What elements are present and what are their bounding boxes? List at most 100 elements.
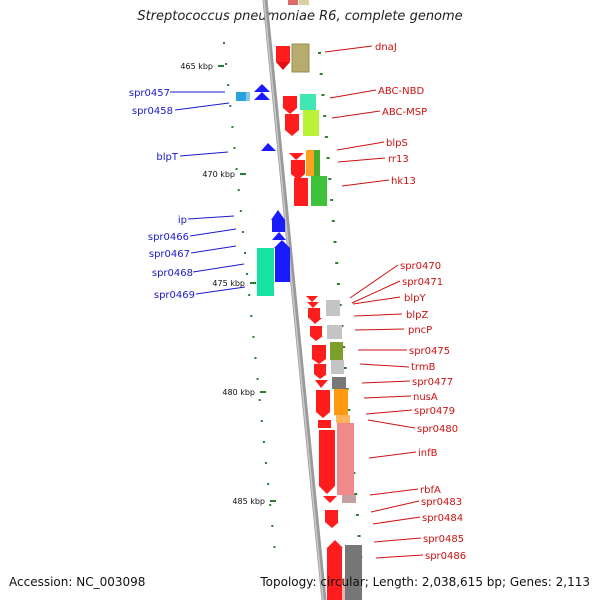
- ruler-dot: [254, 357, 257, 359]
- scale-dash: [240, 173, 246, 175]
- gene-dnaj: [291, 43, 310, 73]
- right-gene-label: spr0480: [417, 424, 458, 435]
- gene-top-partial: [288, 0, 298, 5]
- ruler-dot: [223, 42, 225, 44]
- gene-red-4-arrow: [291, 174, 305, 180]
- gene-red-10: [318, 420, 331, 428]
- scale-label: 480 kbp: [222, 388, 255, 397]
- ruler-dot: [357, 535, 361, 537]
- ruler-dot: [252, 336, 255, 338]
- map-title: Streptococcus pneumoniae R6, complete ge…: [137, 9, 463, 24]
- scale-dash: [260, 391, 266, 393]
- right-gene-label: spr0475: [409, 346, 450, 357]
- ruler-dot: [328, 178, 332, 180]
- accession-text: Accession: NC_003098: [9, 575, 146, 589]
- gene-ip: [271, 210, 285, 220]
- gene-red-6: [308, 308, 320, 318]
- gene-spr0484-arrow: [325, 522, 339, 528]
- ruler-dot: [354, 493, 358, 495]
- right-gene-label: spr0485: [423, 534, 464, 545]
- gene-abc-msp: [303, 110, 319, 136]
- gene-spr0458-a: [254, 84, 270, 92]
- gene-spr0471: [307, 302, 319, 308]
- ruler-dot: [355, 514, 359, 516]
- gene-red-1: [276, 46, 290, 62]
- gene-abc-nbd: [300, 94, 316, 110]
- gene-spr0479: [334, 389, 348, 415]
- left-connectors: [170, 91, 246, 295]
- ruler-dot: [330, 199, 334, 201]
- ruler-dot: [237, 189, 240, 191]
- gene-red-4: [291, 160, 305, 174]
- right-gene-label: spr0484: [422, 513, 463, 524]
- ruler-dot: [267, 483, 270, 485]
- gene-infb-arrow: [319, 486, 335, 494]
- right-gene-label: trmB: [411, 362, 436, 373]
- topology-text: Topology: circular; Length: 2,038,615 bp…: [260, 575, 590, 589]
- right-gene-labels: dnaJ ABC-NBD ABC-MSP blpS rr13 hk13 spr0470 spr…: [375, 42, 466, 562]
- right-gene-label: spr0483: [421, 497, 462, 508]
- gene-pink-1: [337, 423, 354, 495]
- right-gene-label: hk13: [391, 176, 416, 187]
- right-gene-label: rr13: [388, 154, 409, 165]
- ruler-dot: [336, 283, 340, 285]
- scale-labels: 465 kbp 470 kbp 475 kbp 480 kbp 485 kbp: [180, 62, 265, 506]
- scale-label: 470 kbp: [202, 170, 235, 179]
- ruler-dot: [321, 94, 325, 96]
- gene-rr13: [306, 150, 314, 176]
- left-gene-label: spr0457: [129, 88, 170, 99]
- ruler-dot: [265, 462, 267, 464]
- gene-spr0486: [327, 548, 342, 600]
- scale-label: 465 kbp: [180, 62, 213, 71]
- gene-spr0458-b: [254, 92, 270, 100]
- ruler-dot: [342, 346, 346, 348]
- ruler-dot: [256, 378, 259, 380]
- scale-dash: [250, 282, 256, 284]
- gene-blpy: [309, 318, 322, 324]
- gene-red-8-arrow: [312, 359, 326, 364]
- scale-label: 475 kbp: [212, 279, 245, 288]
- gene-rbfa: [342, 495, 356, 503]
- ruler-dot: [248, 294, 251, 296]
- scale-label: 485 kbp: [232, 497, 265, 506]
- left-gene-label: spr0469: [154, 290, 195, 301]
- gene-red-3: [285, 114, 299, 136]
- ruler-dot: [269, 504, 272, 506]
- gene-red-8: [312, 345, 326, 359]
- gene-spr0467: [272, 232, 286, 240]
- gene-top-partial-2: [299, 0, 309, 5]
- genome-backbone: [262, 0, 327, 600]
- ruler-dot: [271, 525, 274, 527]
- scale-ticks: [218, 65, 276, 502]
- gene-spr0470: [306, 296, 318, 302]
- left-gene-labels: spr0457 spr0458 blpT ip spr0466 spr0467 spr046…: [129, 88, 195, 301]
- gene-infb: [319, 430, 335, 486]
- left-gene-label: blpT: [156, 152, 178, 163]
- gene-blpt: [261, 143, 276, 151]
- gene-red-9-arrow: [314, 374, 327, 379]
- right-gene-label: blpY: [404, 293, 426, 304]
- gene-spr0480: [336, 415, 350, 423]
- gene-nusa: [316, 390, 330, 412]
- ruler-dot: [262, 441, 265, 443]
- right-gene-label: spr0479: [414, 406, 455, 417]
- gene-pncp: [310, 336, 323, 341]
- ruler-dot: [343, 367, 347, 369]
- gene-trmb: [331, 360, 344, 374]
- right-gene-label: rbfA: [420, 485, 441, 496]
- ruler-dot: [273, 546, 276, 548]
- right-gene-label: ABC-MSP: [382, 107, 427, 118]
- ruler-dot: [258, 399, 261, 401]
- ruler-dot: [335, 262, 339, 264]
- ruler-dot: [241, 231, 244, 233]
- gene-red-9: [314, 364, 326, 374]
- scale-dash: [218, 65, 224, 67]
- ruler-dot: [229, 105, 232, 107]
- feature-blocks: [236, 0, 362, 600]
- ruler-dot: [250, 315, 253, 317]
- ruler-dot: [231, 126, 234, 128]
- gene-blps: [289, 153, 304, 160]
- ruler-dot: [319, 73, 323, 75]
- gene-spr0468-arrow: [274, 240, 290, 248]
